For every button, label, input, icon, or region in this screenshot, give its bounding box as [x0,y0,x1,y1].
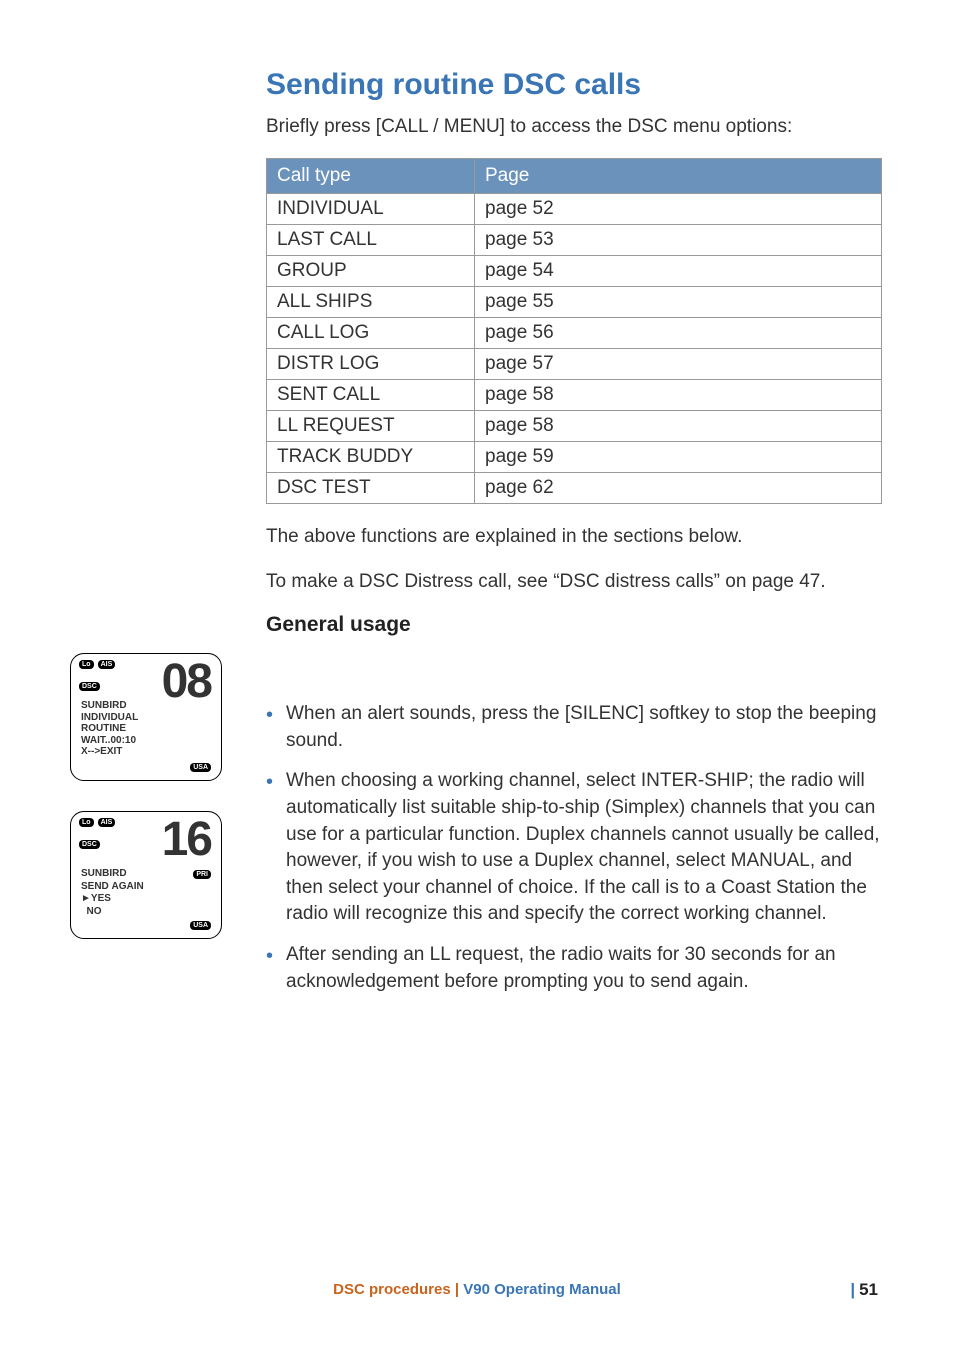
footer-section: DSC procedures [333,1281,451,1298]
after-text-1: The above functions are explained in the… [266,524,884,551]
footer-manual: V90 Operating Manual [463,1281,621,1298]
cell-calltype: SENT CALL [267,380,475,411]
cell-page: page 58 [475,380,882,411]
cell-calltype: LL REQUEST [267,411,475,442]
cell-calltype: ALL SHIPS [267,287,475,318]
page-footer: DSC procedures | V90 Operating Manual [0,1281,954,1298]
table-row: INDIVIDUALpage 52 [267,194,882,225]
after-text-2: To make a DSC Distress call, see “DSC di… [266,569,884,596]
cell-calltype: CALL LOG [267,318,475,349]
table-row: GROUPpage 54 [267,256,882,287]
cell-page: page 57 [475,349,882,380]
usa-icon: USA [190,763,211,772]
cell-calltype: DSC TEST [267,473,475,504]
ais-icon: AIS [98,818,116,827]
table-row: LAST CALLpage 53 [267,225,882,256]
channel-number: 16 [162,812,211,867]
cell-page: page 59 [475,442,882,473]
radio-screen: Lo AIS DSC 08 SUNBIRDINDIVIDUALROUTINEWAIT..… [70,653,222,781]
bullet-item: After sending an LL request, the radio w… [266,942,884,995]
table-row: LL REQUESTpage 58 [267,411,882,442]
lo-icon: Lo [79,818,94,827]
screen-text: SUNBIRDSEND AGAIN►YES NO [81,868,144,918]
cell-page: page 62 [475,473,882,504]
table-row: DISTR LOGpage 57 [267,349,882,380]
screen-text: SUNBIRDINDIVIDUALROUTINEWAIT..00:10X-->E… [81,700,138,758]
cell-page: page 58 [475,411,882,442]
call-type-table: Call type Page INDIVIDUALpage 52LAST CAL… [266,158,882,504]
ais-icon: AIS [98,660,116,669]
lo-icon: Lo [79,660,94,669]
pri-icon: PRI [193,870,211,879]
table-row: TRACK BUDDYpage 59 [267,442,882,473]
cell-page: page 52 [475,194,882,225]
intro-text: Briefly press [CALL / MENU] to access th… [266,116,884,138]
page-heading: Sending routine DSC calls [266,68,884,102]
cell-page: page 55 [475,287,882,318]
table-header-page: Page [475,159,882,194]
cell-calltype: LAST CALL [267,225,475,256]
table-row: DSC TESTpage 62 [267,473,882,504]
cell-page: page 53 [475,225,882,256]
cell-calltype: GROUP [267,256,475,287]
cell-calltype: INDIVIDUAL [267,194,475,225]
cell-calltype: DISTR LOG [267,349,475,380]
cell-page: page 54 [475,256,882,287]
subheading: General usage [266,613,884,637]
dsc-icon: DSC [79,840,100,849]
dsc-icon: DSC [79,682,100,691]
bullet-item: When an alert sounds, press the [SILENC]… [266,701,884,754]
cell-page: page 56 [475,318,882,349]
radio-screen: Lo AIS DSC 16 SUNBIRDSEND AGAIN►YES NO PRI USA [70,811,222,939]
table-header-calltype: Call type [267,159,475,194]
table-row: ALL SHIPSpage 55 [267,287,882,318]
table-row: CALL LOGpage 56 [267,318,882,349]
usa-icon: USA [190,921,211,930]
table-row: SENT CALLpage 58 [267,380,882,411]
cell-calltype: TRACK BUDDY [267,442,475,473]
channel-number: 08 [162,654,211,709]
page-number: |51 [850,1280,878,1300]
bullet-item: When choosing a working channel, select … [266,768,884,928]
